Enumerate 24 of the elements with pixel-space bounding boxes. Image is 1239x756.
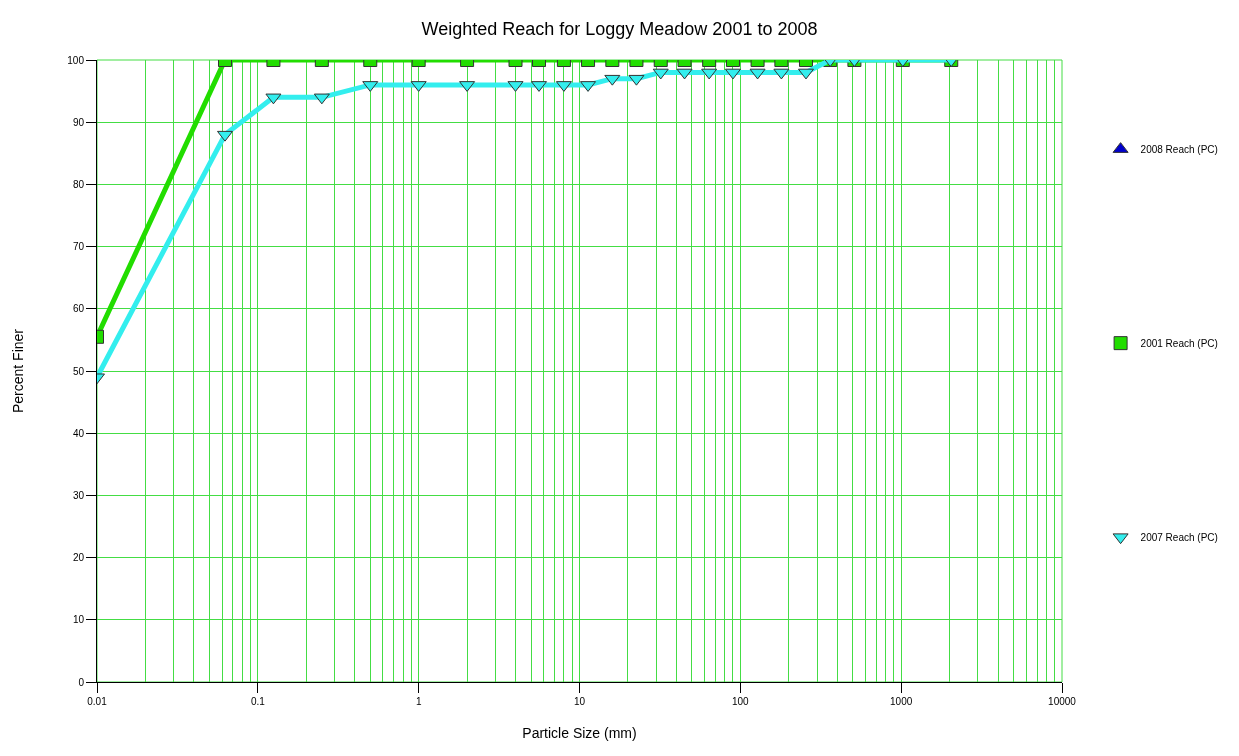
x-tick-label: 10000 [1048, 696, 1077, 707]
legend-label: 2007 Reach (PC) [1140, 532, 1218, 544]
y-tick-label: 30 [72, 489, 85, 501]
y-tick-label: 90 [72, 116, 85, 128]
x-tick-label: 1000 [890, 696, 913, 707]
chart-title: Weighted Reach for Loggy Meadow 2001 to 2008 [421, 19, 818, 40]
x-tick-label: 1 [415, 696, 422, 707]
x-tick-label: 100 [731, 696, 750, 707]
legend-label: 2008 Reach (PC) [1140, 144, 1218, 156]
y-tick-label: 50 [72, 365, 85, 377]
y-tick-label: 100 [67, 54, 85, 66]
x-tick-label: 0.01 [87, 696, 108, 707]
legend-label: 2001 Reach (PC) [1140, 338, 1218, 350]
y-tick-label: 40 [72, 427, 85, 439]
y-axis-title: Percent Finer [9, 328, 26, 414]
y-tick-label: 80 [72, 178, 85, 190]
x-tick-label: 10 [573, 696, 586, 707]
x-tick-label: 0.1 [250, 696, 266, 707]
y-tick-label: 10 [72, 614, 85, 626]
x-axis-title: Particle Size (mm) [522, 725, 637, 742]
y-tick-label: 20 [72, 552, 85, 564]
y-tick-label: 0 [78, 676, 85, 688]
y-tick-label: 70 [72, 241, 85, 253]
y-tick-label: 60 [72, 303, 85, 315]
